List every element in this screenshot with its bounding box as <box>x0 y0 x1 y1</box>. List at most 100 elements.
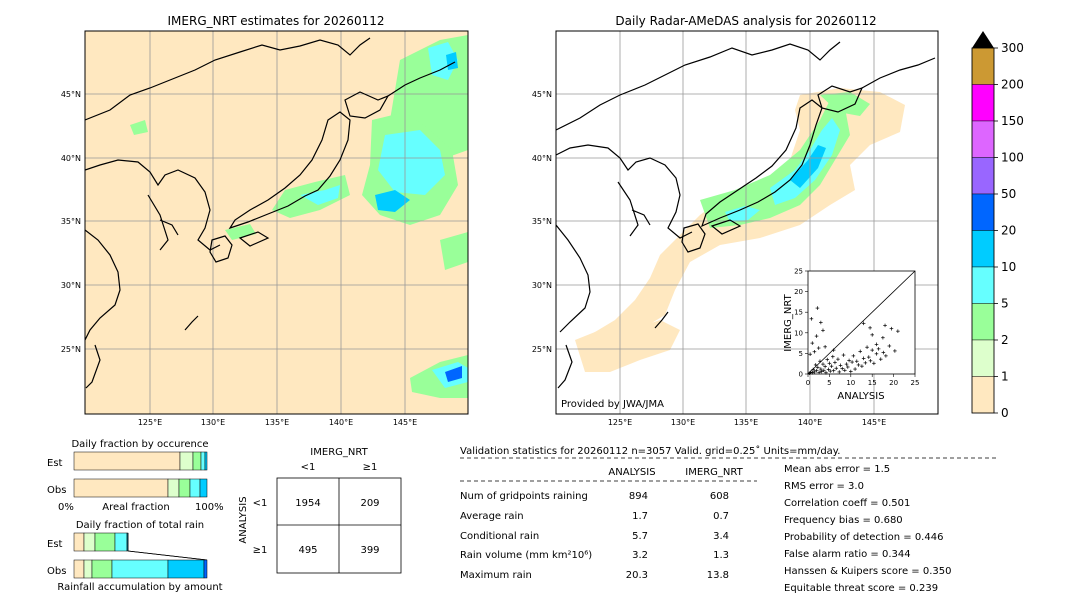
scatter-point <box>868 359 873 363</box>
lon-label: 135°E <box>265 418 289 427</box>
left-coast-china-korea <box>85 159 221 251</box>
left-rain-kyushu <box>225 224 256 240</box>
scatter-points <box>807 306 900 375</box>
scatter-point <box>851 354 856 358</box>
scatter-point <box>849 369 853 374</box>
right-coast-kuril <box>861 57 936 89</box>
right-lat-labels: 45°N 40°N 35°N 30°N 25°N <box>532 90 552 354</box>
colorbar-segment <box>971 303 995 341</box>
scatter-point <box>831 348 836 352</box>
validation-row-label: Average rain <box>460 511 524 522</box>
contingency-col-1: <1 <box>301 462 316 473</box>
contingency-cell-11: 399 <box>360 545 379 556</box>
scatter-point <box>861 321 866 326</box>
left-rain-north-core <box>428 42 458 80</box>
contingency-cell-10: 495 <box>298 545 317 556</box>
right-coast-taiwan <box>557 344 573 389</box>
scatter-point <box>870 348 874 352</box>
validation-row-label: Conditional rain <box>460 531 539 542</box>
left-rain-pacific-core <box>378 130 445 195</box>
left-coast-honshu <box>228 111 351 230</box>
score-line: Correlation coeff = 0.501 <box>784 498 910 509</box>
contingency-col-2: ≥1 <box>363 462 378 473</box>
left-coast-bohai <box>147 194 169 251</box>
right-coast-hokkaido <box>817 85 864 113</box>
right-coastlines <box>556 41 936 389</box>
validation-row-analysis: 20.3 <box>626 570 648 581</box>
left-rain-honshu-core <box>300 185 340 205</box>
colorbar-label: 0 <box>1001 406 1009 420</box>
total-bottom-label: Rainfall accumulation by amount <box>57 582 222 593</box>
scatter-point <box>817 370 821 375</box>
contingency-title: IMERG_NRT <box>310 447 368 458</box>
scatter-point <box>893 349 897 353</box>
lat-label: 25°N <box>532 345 552 354</box>
total-est-bar <box>73 532 129 552</box>
scatter-ytick-label: 10 <box>794 329 803 337</box>
scatter-point <box>846 365 850 369</box>
fraction-axis-start: 0% <box>58 502 74 513</box>
scatter-point <box>821 328 825 333</box>
scatter-point <box>828 369 833 373</box>
scatter-ytick-label: 5 <box>799 350 803 358</box>
validation-rows: Num of gridpoints raining 894 608 Averag… <box>460 491 729 581</box>
scatter-point <box>811 367 815 372</box>
scatter-xlabel: ANALYSIS <box>837 391 884 402</box>
left-coast-ryukyu <box>184 315 199 331</box>
total-title: Daily fraction of total rain <box>76 520 204 531</box>
left-coast-china-south <box>85 229 121 341</box>
left-coast-taiwan <box>85 344 101 389</box>
scatter-point <box>853 367 857 371</box>
score-line: Mean abs error = 1.5 <box>784 464 890 475</box>
scatter-point <box>861 356 866 361</box>
scatter-xtick-label: 20 <box>889 379 898 387</box>
score-line: Probability of detection = 0.446 <box>784 532 943 543</box>
contingency-cell-01: 209 <box>360 498 379 509</box>
scatter-point <box>883 323 887 328</box>
scatter-xtick-label: 5 <box>827 379 831 387</box>
right-coast-north-asia <box>556 41 841 131</box>
lon-label: 140°E <box>329 418 353 427</box>
scatter-point <box>881 350 886 355</box>
scatter-point <box>878 357 883 361</box>
fraction-axis-label: Areal fraction <box>102 502 169 513</box>
scatter-point <box>865 345 869 350</box>
colorbar-segment <box>971 339 995 377</box>
colorbar-label: 50 <box>1001 187 1016 201</box>
colorbar-label: 200 <box>1001 78 1024 92</box>
validation-stats: Validation statistics for 20260112 n=305… <box>460 445 997 594</box>
scatter-point <box>856 363 861 367</box>
lon-label: 145°E <box>393 418 417 427</box>
left-coast-north-asia <box>85 37 371 121</box>
scatter-point <box>813 363 818 367</box>
colorbar-label: 100 <box>1001 151 1024 165</box>
scatter-point <box>824 370 828 375</box>
scatter-point <box>808 370 813 375</box>
scatter-point <box>823 364 827 369</box>
occurrence-est-bar <box>73 451 208 471</box>
colorbar-segment <box>971 47 995 85</box>
scatter-point <box>858 349 863 354</box>
scatter-point <box>860 364 864 368</box>
occurrence-obs-label: Obs <box>47 485 66 496</box>
scatter-xtick-label: 25 <box>911 379 920 387</box>
contingency-cell-00: 1954 <box>295 498 320 509</box>
left-coast-kuril <box>387 61 456 97</box>
scatter-ylabel: IMERG_NRT <box>783 293 794 351</box>
score-line: RMS error = 3.0 <box>784 481 864 492</box>
validation-row-imerg: 1.3 <box>713 550 729 561</box>
scatter-point <box>847 358 851 363</box>
lat-label: 25°N <box>61 345 81 354</box>
scatter-point <box>838 363 843 368</box>
scatter-point <box>819 367 823 371</box>
right-coast-china-south <box>556 224 591 333</box>
scatter-point <box>840 366 845 371</box>
right-coast-honshu <box>701 99 823 228</box>
left-map-frame <box>84 30 469 415</box>
score-line: Equitable threat score = 0.239 <box>784 583 938 594</box>
colorbar-segment <box>971 120 995 158</box>
colorbar-label: 5 <box>1001 297 1009 311</box>
scatter-point <box>854 359 859 364</box>
scatter-ytick-label: 15 <box>794 309 803 317</box>
